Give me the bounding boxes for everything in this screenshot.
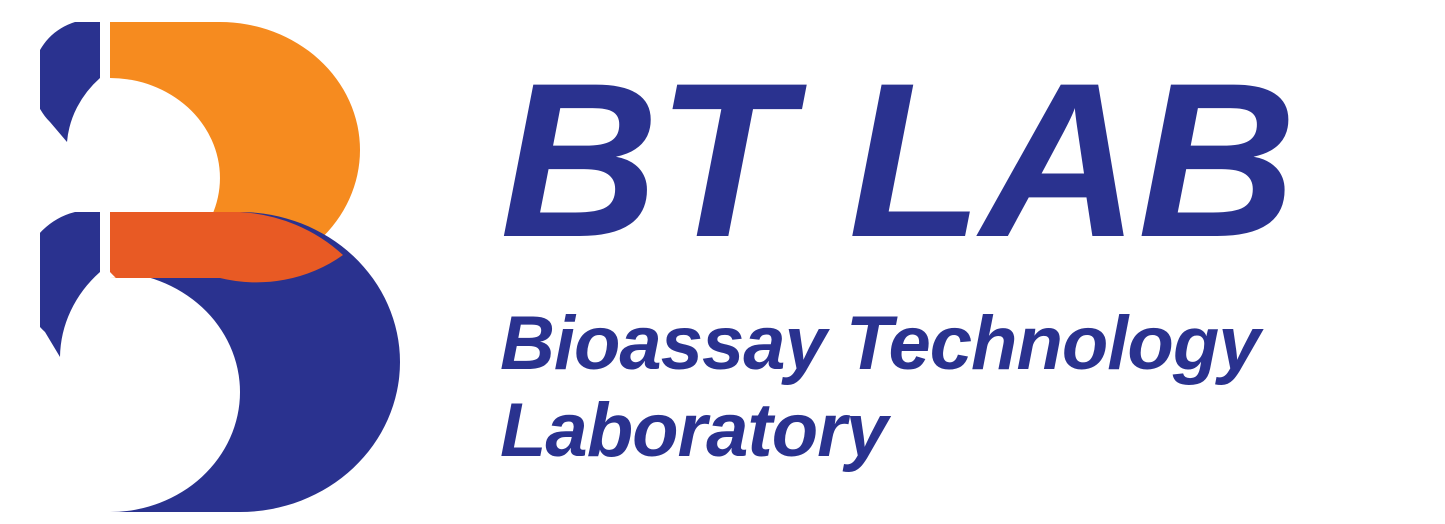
- logo-left-bottom-hook: [40, 212, 100, 357]
- logo-container: BT LAB Bioassay Technology Laboratory: [0, 0, 1445, 524]
- logo-left-top-hook: [40, 22, 100, 142]
- brand-name: BT LAB: [500, 50, 1295, 270]
- tagline: Bioassay Technology Laboratory: [500, 300, 1295, 475]
- logo-mark: [40, 12, 420, 512]
- logo-text-block: BT LAB Bioassay Technology Laboratory: [500, 50, 1295, 475]
- logo-mark-svg: [40, 12, 420, 512]
